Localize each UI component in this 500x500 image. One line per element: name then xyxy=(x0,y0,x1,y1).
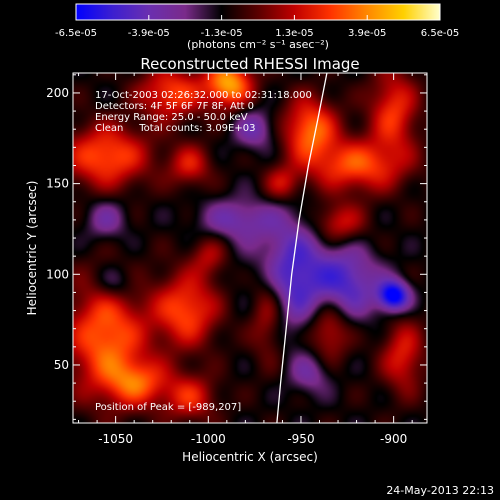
y-tick-label: 100 xyxy=(46,267,69,281)
x-tick-label: -900 xyxy=(380,432,407,446)
plot-frame xyxy=(72,72,428,424)
footer-date: 24-May-2013 22:13 xyxy=(386,484,494,497)
y-axis-tick-labels: 50 100 150 200 xyxy=(46,86,69,372)
x-tick-label: -950 xyxy=(287,432,314,446)
heatmap-image xyxy=(73,73,427,423)
colorbar-ticks xyxy=(75,15,441,20)
plot-area xyxy=(72,72,428,424)
y-tick-label: 50 xyxy=(54,358,69,372)
y-tick-label: 200 xyxy=(46,86,69,100)
colorbar-tick-label: 3.9e-05 xyxy=(348,28,386,39)
x-tick-label: -1000 xyxy=(191,432,226,446)
colorbar-tick-label: -6.5e-05 xyxy=(55,28,97,39)
solar-limb-line xyxy=(276,73,328,423)
colorbar-tick-label: 1.3e-05 xyxy=(275,28,313,39)
colorbar-tick-labels: -6.5e-05 -3.9e-05 -1.3e-05 1.3e-05 3.9e-05 6.… xyxy=(55,28,459,39)
x-axis-ticks xyxy=(78,73,413,423)
x-axis-label: Heliocentric X (arcsec) xyxy=(182,450,318,464)
colorbar-tick-label: -1.3e-05 xyxy=(201,28,243,39)
colorbar-tick-label: 6.5e-05 xyxy=(421,28,459,39)
y-tick-label: 150 xyxy=(46,177,69,191)
y-axis-ticks xyxy=(73,74,427,420)
x-tick-label: -1050 xyxy=(98,432,133,446)
chart-title: Reconstructed RHESSI Image xyxy=(140,55,359,73)
colorbar-tick-label: -3.9e-05 xyxy=(128,28,170,39)
annotation-time-range: 17-Oct-2003 02:26:32.000 to 02:31:18.000 xyxy=(95,90,312,101)
annotation-clean-counts: Clean Total counts: 3.09E+03 xyxy=(95,123,255,134)
x-axis-tick-labels: -1050 -1000 -950 -900 xyxy=(98,432,407,446)
annotation-detectors: Detectors: 4F 5F 6F 7F 8F, Att 0 xyxy=(95,101,254,112)
annotation-energy-range: Energy Range: 25.0 - 50.0 keV xyxy=(95,112,248,123)
colorbar-unit-label: (photons cm⁻² s⁻¹ asec⁻²) xyxy=(187,38,329,51)
y-axis-label: Heliocentric Y (arcsec) xyxy=(25,181,39,316)
annotation-peak-position: Position of Peak = [-989,207] xyxy=(95,402,241,413)
colorbar xyxy=(75,3,441,21)
